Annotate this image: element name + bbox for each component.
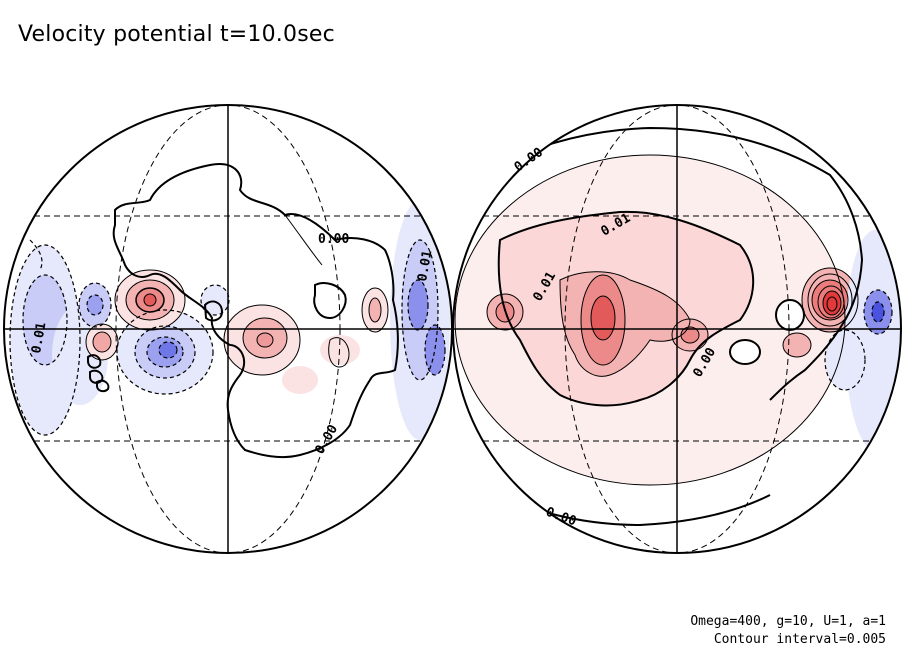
contour-label: 0.00	[318, 232, 349, 247]
contour-label: 0.00	[512, 145, 546, 175]
left-graticule	[4, 105, 452, 553]
right-hemisphere-outline	[452, 104, 902, 554]
right-negative-fields	[730, 230, 901, 450]
right-hemisphere	[453, 105, 901, 553]
contour-label: 0.00	[544, 505, 579, 530]
left-negative-fields	[10, 200, 450, 440]
left-hemisphere	[4, 105, 452, 553]
left-zero-contours	[87, 163, 399, 459]
left-solid-contours	[85, 214, 389, 376]
contour-interval-caption: Contour interval=0.005	[713, 632, 886, 647]
contour-label: 0.01	[415, 249, 435, 283]
plot-title: Velocity potential t=10.0sec	[18, 22, 335, 47]
right-graticule	[453, 105, 901, 553]
parameters-caption: Omega=400, g=10, U=1, a=1	[690, 614, 886, 629]
right-positive-fields	[455, 155, 858, 485]
left-dashed-contours	[9, 239, 446, 436]
right-dashed-contours	[824, 289, 893, 391]
right-solid-contours	[454, 154, 859, 486]
contour-label: 0.01	[29, 321, 49, 355]
